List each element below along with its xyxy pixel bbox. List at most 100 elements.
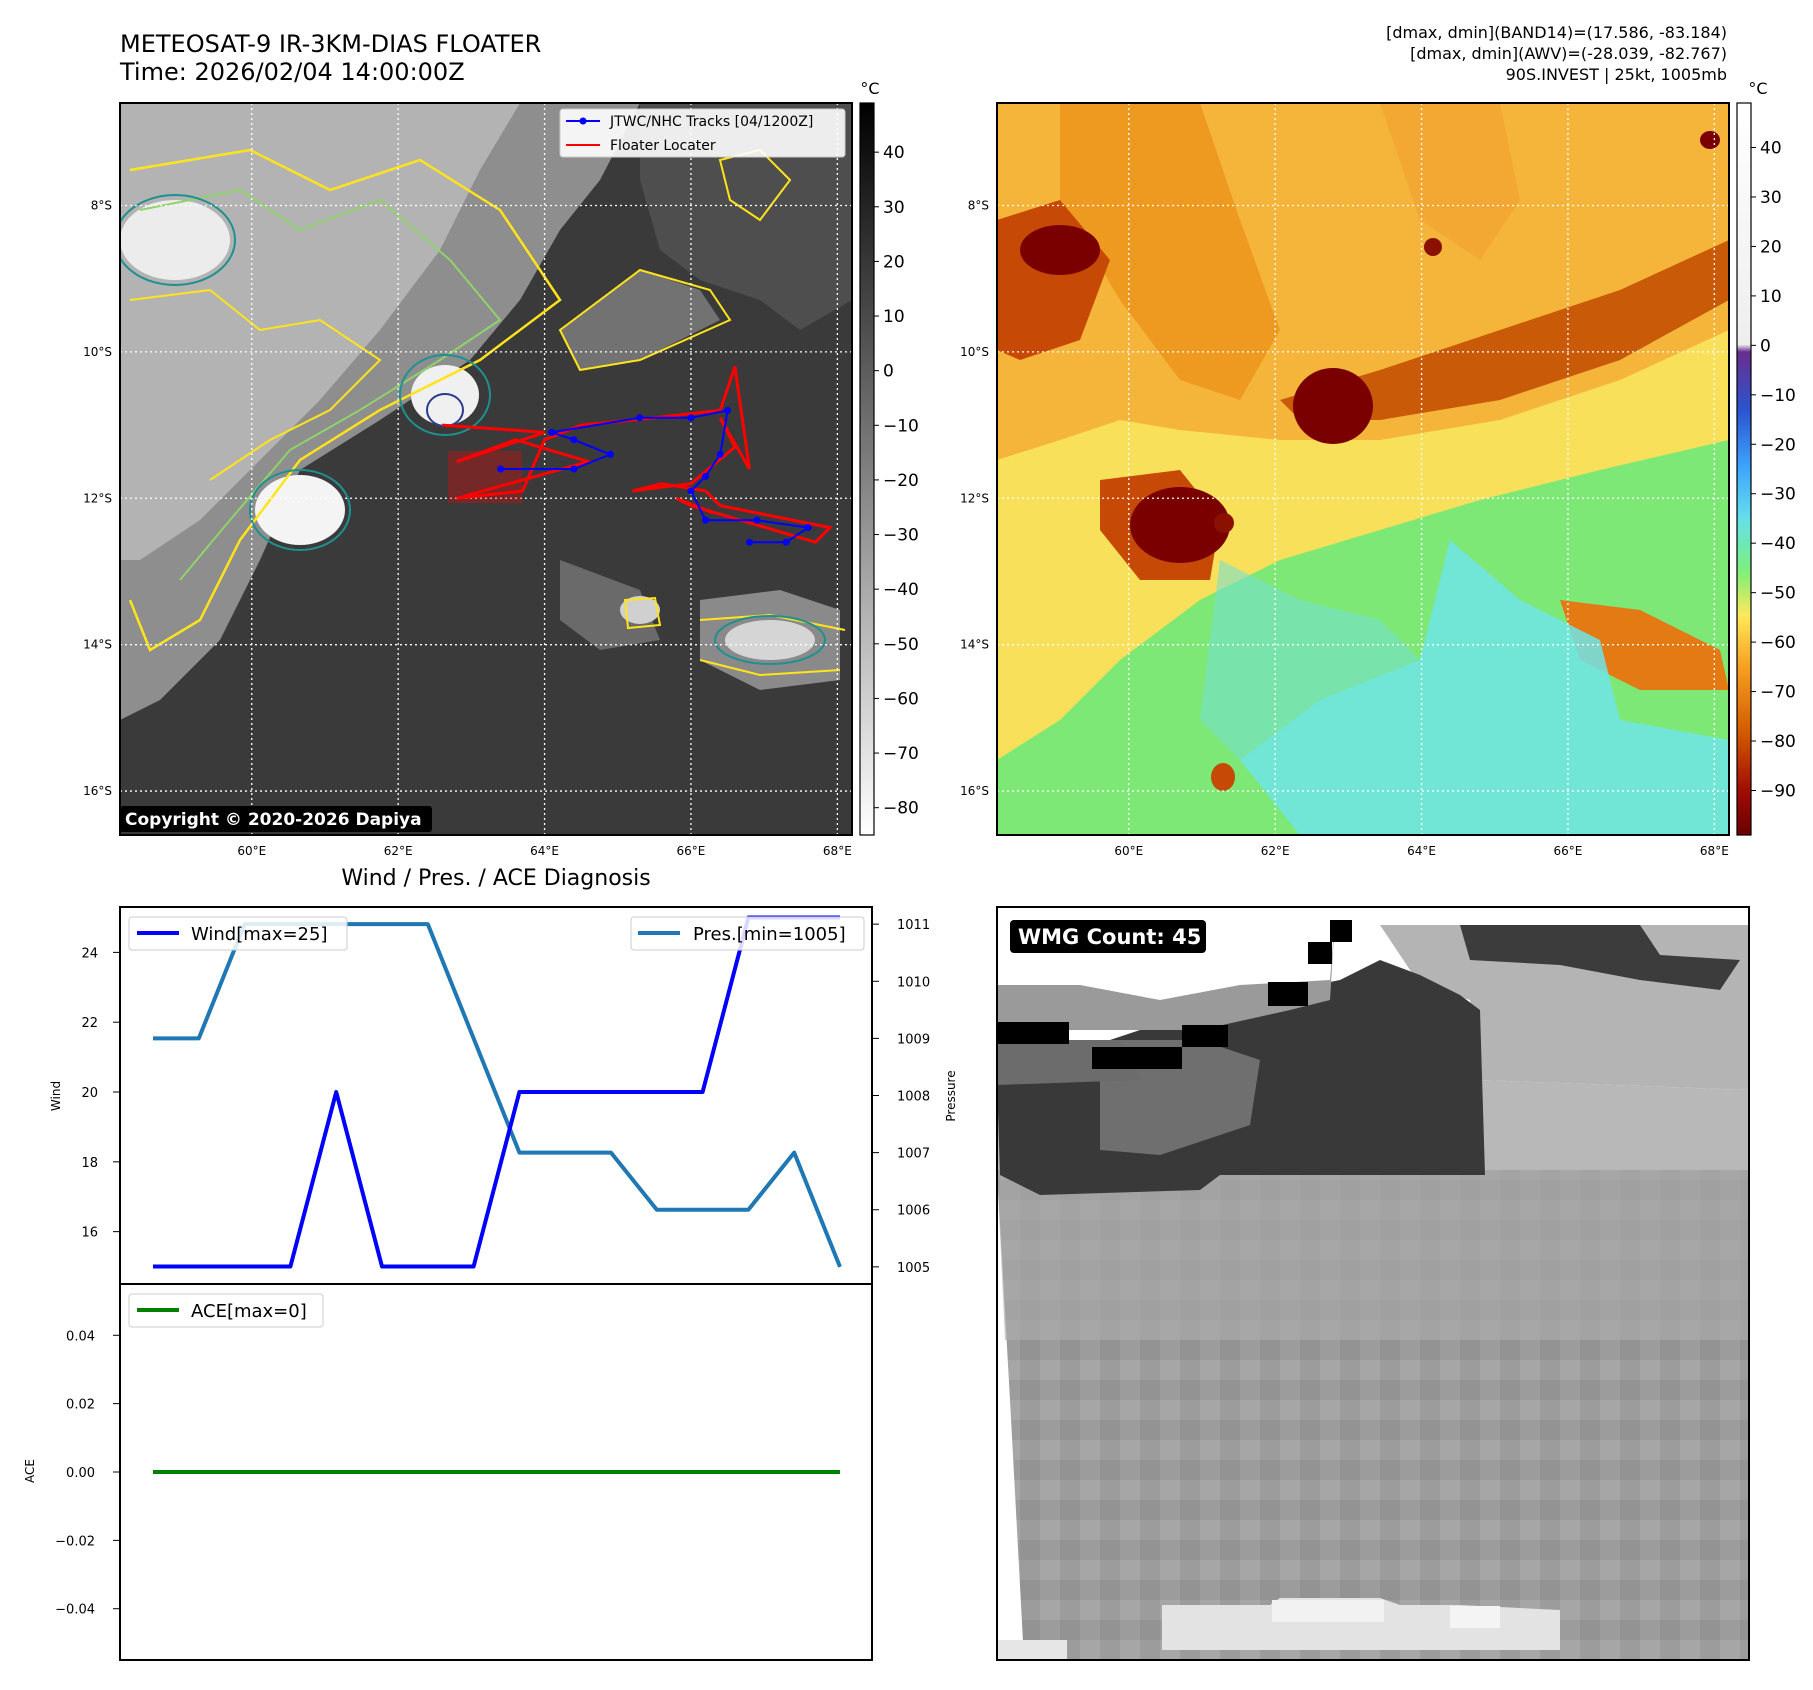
ir-lat-label: 8°S: [91, 198, 112, 212]
ir-lon-label: 68°E: [823, 844, 852, 858]
ir-lat-label: 12°S: [83, 491, 112, 505]
ir-colorbar-ramp: [859, 102, 875, 836]
track-point: [753, 516, 761, 524]
wind-tick-label: 18: [81, 1156, 98, 1171]
pressure-axis-ticks: 1005 1006 1007 1008 1009 1010 1011: [872, 918, 930, 1276]
colorbar-tick-label: −60: [883, 689, 919, 709]
ir-lon-label: 60°E: [237, 844, 266, 858]
colorbar-tick-label: −10: [883, 416, 919, 436]
awv-lon-label: 64°E: [1407, 844, 1436, 858]
awv-panel-frame: [996, 102, 1730, 836]
ace-tick-label: 0.02: [66, 1398, 95, 1413]
ace-tick-label: 0.04: [66, 1329, 95, 1344]
ace-chart: −0.04 −0.02 0.00 0.02 0.04 ACE ACE[max=0]: [23, 1283, 873, 1661]
ir-imagery: [120, 103, 852, 835]
ir-lat-labels: 8°S 10°S 12°S 14°S 16°S: [83, 198, 112, 798]
track-point: [606, 450, 614, 458]
wind-tick-label: 16: [81, 1226, 98, 1241]
ir-lon-labels: 60°E 62°E 64°E 66°E 68°E: [237, 844, 851, 858]
colorbar-tick-label: 10: [1760, 287, 1782, 307]
wmg-panel-frame: [996, 906, 1750, 1661]
colorbar-tick-label: −80: [1760, 732, 1796, 752]
colorbar-tick-label: 0: [883, 362, 894, 382]
jtwc-track-line: [500, 409, 811, 544]
awv-lon-labels: 60°E 62°E 64°E 66°E 68°E: [1114, 844, 1728, 858]
ir-lat-label: 14°S: [83, 638, 112, 652]
colorbar-tick-label: −20: [1760, 435, 1796, 455]
figure-title: METEOSAT-9 IR-3KM-DIAS FLOATER: [120, 30, 541, 58]
pressure-legend-label: Pres.[min=1005]: [693, 924, 846, 945]
awv-lat-label: 14°S: [960, 638, 989, 652]
colorbar-tick-label: 10: [883, 307, 905, 327]
awv-lon-label: 68°E: [1700, 844, 1729, 858]
wind-tick-label: 22: [81, 1016, 98, 1031]
awv-lat-label: 16°S: [960, 784, 989, 798]
pressure-tick-label: 1011: [897, 918, 930, 933]
pressure-tick-label: 1006: [897, 1204, 930, 1219]
track-point: [716, 450, 724, 458]
awv-lon-label: 62°E: [1261, 844, 1290, 858]
track-point: [548, 428, 556, 436]
awv-imagery: [997, 103, 1729, 835]
awv-lat-label: 12°S: [960, 491, 989, 505]
colorbar-tick-label: −90: [1760, 781, 1796, 801]
wmg-count-box: [1010, 920, 1206, 953]
colorbar-tick-label: −50: [883, 635, 919, 655]
ace-tick-label: −0.02: [55, 1534, 95, 1549]
track-point: [687, 487, 695, 495]
copyright-text: Copyright © 2020-2026 Dapiya: [125, 810, 422, 830]
awv-lon-label: 60°E: [1114, 844, 1143, 858]
colorbar-tick-label: −10: [1760, 386, 1796, 406]
ir-lat-label: 16°S: [83, 784, 112, 798]
awv-lat-label: 10°S: [960, 345, 989, 359]
pressure-tick-label: 1010: [897, 975, 930, 990]
colorbar-tick-label: 40: [1760, 139, 1782, 159]
ir-legend: JTWC/NHC Tracks [04/1200Z] Floater Locat…: [559, 108, 846, 158]
awv-gridlines: [997, 103, 1729, 835]
copyright-box: [120, 806, 432, 832]
ir-lon-label: 66°E: [677, 844, 706, 858]
colorbar-tick-label: −70: [1760, 683, 1796, 703]
ir-colorbar: °C 40 30 20 10 0 −10 −20 −30 −40 −50 −60 −70 −80: [859, 79, 919, 836]
track-point: [570, 465, 578, 473]
ace-axis-ticks: −0.04 −0.02 0.00 0.02 0.04: [55, 1329, 120, 1618]
track-point: [570, 436, 578, 444]
legend-track-marker: [579, 117, 587, 125]
info-storm: 90S.INVEST | 25kt, 1005mb: [1506, 65, 1727, 84]
wind-tick-label: 20: [81, 1086, 98, 1101]
wmg-panel: WMG Count: 45: [996, 906, 1750, 1661]
awv-lon-label: 66°E: [1554, 844, 1583, 858]
ir-colorbar-unit: °C: [860, 79, 879, 98]
track-point: [724, 406, 732, 414]
ace-axis-label: ACE: [23, 1459, 37, 1483]
diagnosis-title: Wind / Pres. / ACE Diagnosis: [341, 866, 650, 891]
colorbar-tick-label: −80: [883, 799, 919, 819]
wmg-count-label: WMG Count: 45: [1018, 925, 1201, 949]
ace-tick-label: −0.04: [55, 1603, 95, 1618]
wind-axis-ticks: 16 18 20 22 24: [81, 946, 120, 1241]
awv-colorbar-unit: °C: [1748, 79, 1767, 98]
colorbar-tick-label: 20: [883, 252, 905, 272]
ir-lat-label: 10°S: [83, 345, 112, 359]
colorbar-tick-label: 40: [883, 143, 905, 163]
colorbar-tick-label: −50: [1760, 584, 1796, 604]
info-awv: [dmax, dmin](AWV)=(-28.039, -82.767): [1410, 44, 1727, 63]
colorbar-tick-label: −40: [1760, 534, 1796, 554]
legend-floater-label: Floater Locater: [610, 138, 716, 154]
colorbar-tick-label: −60: [1760, 633, 1796, 653]
colorbar-tick-label: 30: [1760, 188, 1782, 208]
pressure-axis-label: Pressure: [944, 1070, 958, 1121]
track-point: [746, 538, 754, 546]
ir-lon-label: 62°E: [384, 844, 413, 858]
pressure-legend: Pres.[min=1005]: [630, 916, 865, 951]
track-point: [636, 414, 644, 422]
wind-legend: Wind[max=25]: [128, 916, 348, 951]
track-point: [804, 524, 812, 532]
ir-gridlines: [120, 103, 852, 835]
awv-imagery-panel: 8°S 10°S 12°S 14°S 16°S 60°E 62°E 64°E 66°E 68°E: [960, 102, 1730, 858]
track-point: [687, 414, 695, 422]
jtwc-track-points: [497, 406, 812, 546]
ace-tick-label: 0.00: [66, 1466, 95, 1481]
colorbar-tick-label: 0: [1760, 336, 1771, 356]
